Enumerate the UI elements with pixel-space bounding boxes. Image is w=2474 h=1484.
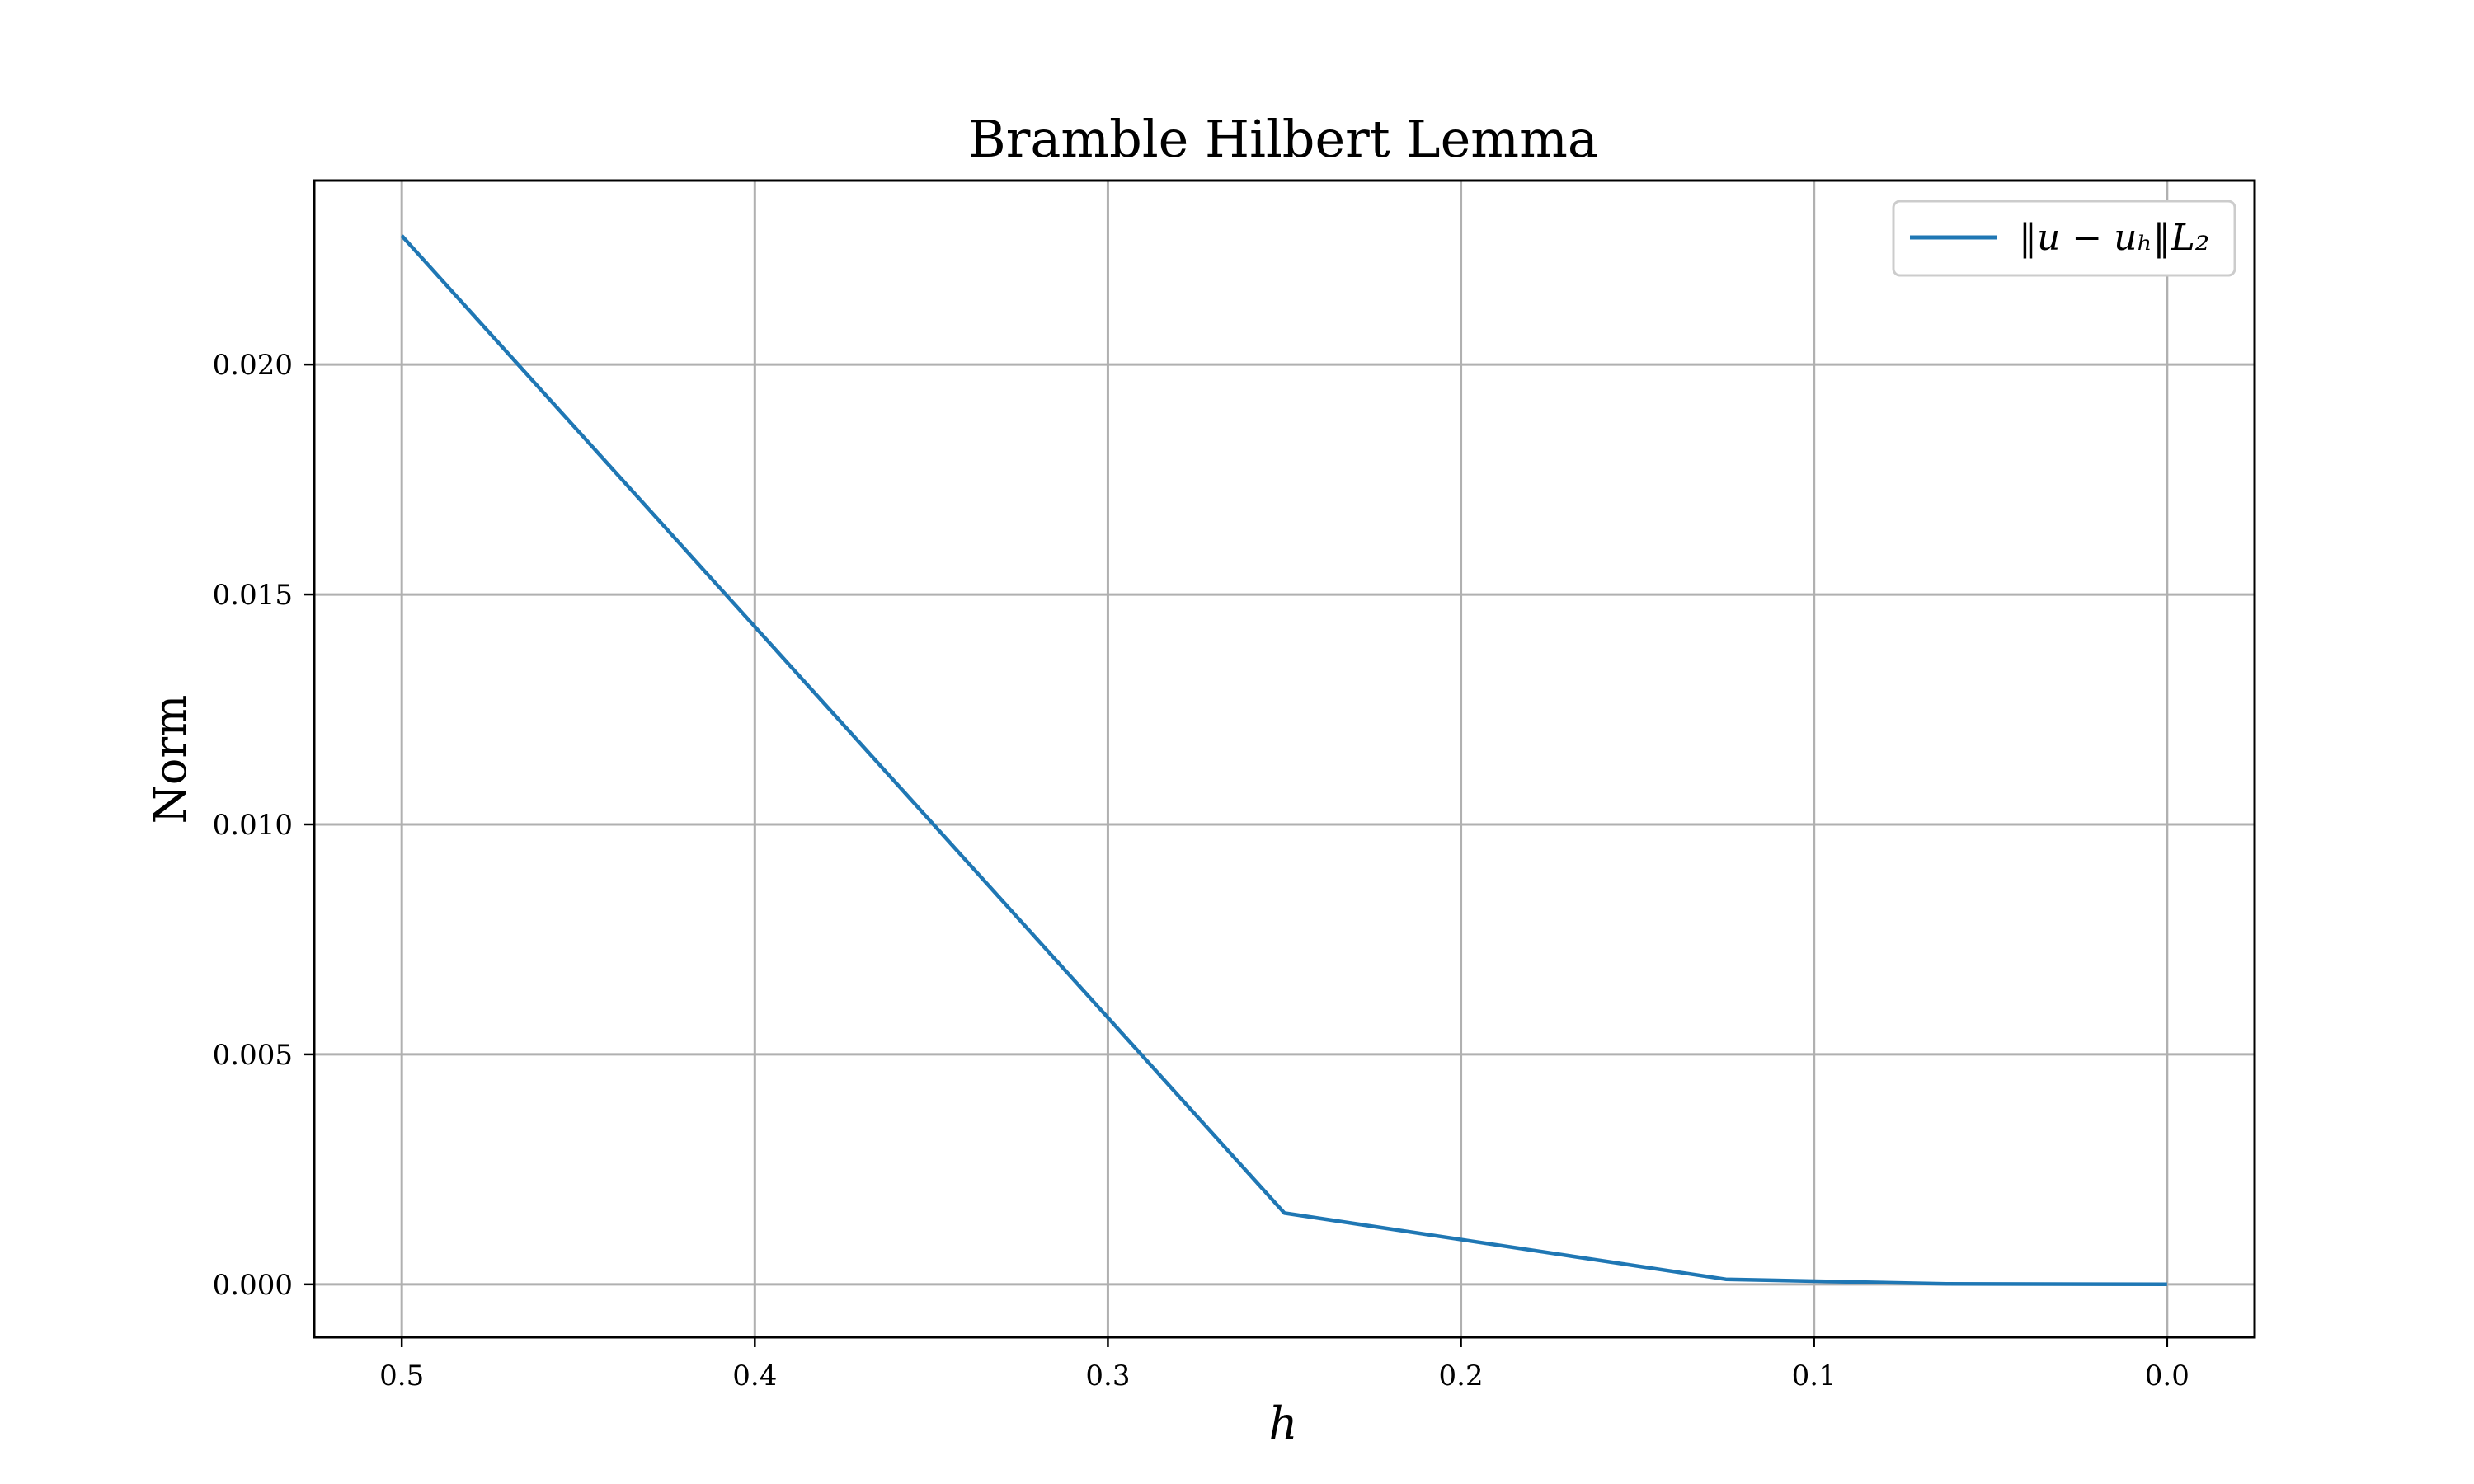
ticks: 0.5 0.4 0.3 0.2 0.1 0.0 0.000 0.005 0.010 0.015 0.… [213, 349, 2189, 1392]
x-tick-label: 0.5 [379, 1360, 424, 1392]
y-tick-label: 0.000 [213, 1269, 293, 1302]
x-tick-label: 0.4 [732, 1360, 777, 1392]
x-tick-label: 0.2 [1439, 1360, 1484, 1392]
x-tick-label: 0.3 [1085, 1360, 1130, 1392]
x-axis-label: h [1269, 1397, 1298, 1449]
x-tick-label: 0.1 [1792, 1360, 1837, 1392]
y-tick-label: 0.005 [213, 1039, 293, 1072]
legend: ‖u − uₕ‖L₂ [1892, 200, 2236, 277]
plot-frame [313, 179, 2256, 1339]
legend-box [1892, 200, 2236, 277]
y-tick-label: 0.020 [213, 349, 293, 382]
y-axis-label: Norm [144, 695, 196, 824]
series-layer [400, 234, 2167, 1287]
x-tick-label: 0.0 [2145, 1360, 2189, 1392]
legend-entry-label: ‖u − uₕ‖L₂ [2019, 217, 2209, 259]
y-tick-label: 0.015 [213, 579, 293, 612]
chart-title: Bramble Hilbert Lemma [968, 109, 1598, 169]
y-tick-label: 0.010 [213, 809, 293, 842]
